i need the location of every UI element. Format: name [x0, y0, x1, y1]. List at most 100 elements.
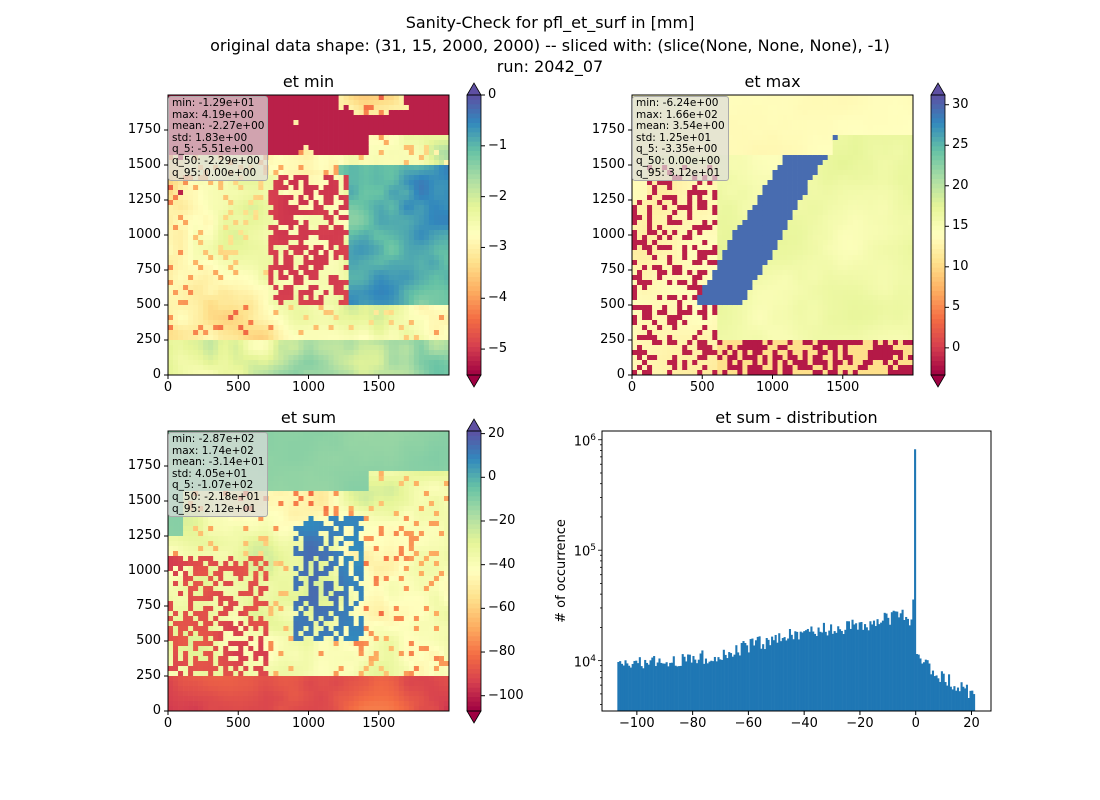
heatmap-cell	[288, 345, 294, 351]
heatmap-cell	[438, 175, 445, 181]
heatmap-cell	[183, 255, 189, 261]
heatmap-cell	[742, 125, 748, 131]
heatmap-cell	[428, 160, 435, 166]
heatmap-cell	[672, 330, 678, 336]
heatmap-cell	[672, 195, 678, 201]
heatmap-cell	[253, 190, 259, 196]
heatmap-cell	[293, 275, 299, 281]
heatmap-cell	[268, 345, 274, 351]
heatmap-cell	[353, 295, 360, 301]
heatmap-cell	[747, 230, 753, 236]
heatmap-cell	[268, 280, 274, 286]
heatmap-cell	[313, 320, 319, 326]
heatmap-cell	[682, 270, 688, 276]
heatmap-cell	[188, 285, 194, 291]
heatmap-cell	[278, 170, 284, 176]
heatmap-cell	[363, 295, 370, 301]
heatmap-cell	[752, 115, 758, 121]
heatmap-cell	[353, 345, 360, 351]
heatmap-cell	[787, 140, 793, 146]
heatmap-cell	[253, 250, 259, 256]
heatmap-cell	[418, 105, 425, 111]
heatmap-cell	[308, 345, 314, 351]
heatmap-cell	[363, 220, 370, 226]
heatmap-cell	[343, 160, 349, 166]
heatmap-cell	[433, 155, 440, 161]
heatmap-cell	[433, 315, 440, 321]
heatmap-cell	[288, 335, 294, 341]
heatmap-cell	[288, 340, 294, 346]
heatmap-cell	[393, 240, 400, 246]
heatmap-cell	[777, 170, 783, 176]
heatmap-cell	[772, 280, 778, 286]
heatmap-cell	[208, 240, 214, 246]
heatmap-cell	[178, 270, 184, 276]
heatmap-cell	[318, 260, 324, 266]
heatmap-cell	[343, 355, 349, 361]
heatmap-cell	[667, 325, 673, 331]
heatmap-cell	[298, 95, 304, 101]
heatmap-cell	[248, 295, 254, 301]
heatmap-cell	[687, 250, 693, 256]
heatmap-cell	[373, 100, 380, 106]
heatmap-cell	[348, 195, 355, 201]
heatmap-cell	[757, 180, 763, 186]
heatmap-cell	[218, 235, 224, 241]
heatmap-cell	[318, 105, 324, 111]
heatmap-cell	[637, 270, 643, 276]
heatmap-cell	[383, 110, 390, 116]
heatmap-cell	[358, 160, 365, 166]
heatmap-cell	[647, 255, 653, 261]
heatmap-cell	[378, 180, 385, 186]
heatmap-cell	[383, 330, 390, 336]
heatmap-cell	[423, 365, 430, 371]
heatmap-cell	[408, 335, 415, 341]
heatmap-cell	[443, 150, 450, 156]
heatmap-cell	[682, 290, 688, 296]
heatmap-cell	[767, 250, 773, 256]
heatmap-cell	[203, 260, 209, 266]
heatmap-cell	[233, 345, 239, 351]
heatmap-cell	[278, 355, 284, 361]
heatmap-cell	[732, 255, 738, 261]
heatmap-cell	[293, 185, 299, 191]
heatmap-cell	[727, 145, 733, 151]
heatmap-cell	[238, 370, 244, 376]
heatmap-cell	[313, 260, 319, 266]
heatmap-cell	[383, 230, 390, 236]
heatmap-cell	[672, 245, 678, 251]
heatmap-cell	[777, 155, 783, 161]
heatmap-cell	[637, 190, 643, 196]
heatmap-cell	[273, 165, 279, 171]
heatmap-cell	[298, 165, 304, 171]
heatmap-cell	[408, 150, 415, 156]
heatmap-cell	[777, 275, 783, 281]
heatmap-cell	[752, 245, 758, 251]
colorbar-segment	[467, 323, 481, 329]
heatmap-cell	[263, 260, 269, 266]
heatmap-cell	[288, 155, 294, 161]
heatmap-cell	[413, 360, 420, 366]
heatmap-cell	[308, 105, 314, 111]
heatmap-cell	[393, 225, 400, 231]
heatmap-cell	[433, 300, 440, 306]
heatmap-cell	[208, 305, 214, 311]
heatmap-cell	[727, 370, 733, 376]
heatmap-cell	[383, 235, 390, 241]
heatmap-cell	[193, 305, 199, 311]
heatmap-cell	[662, 345, 668, 351]
heatmap-cell	[398, 155, 405, 161]
heatmap-cell	[722, 185, 728, 191]
heatmap-cell	[348, 210, 355, 216]
heatmap-cell	[722, 265, 728, 271]
heatmap-cell	[388, 205, 395, 211]
heatmap-cell	[772, 105, 778, 111]
heatmap-cell	[672, 290, 678, 296]
heatmap-cell	[238, 185, 244, 191]
heatmap-cell	[228, 210, 234, 216]
heatmap-cell	[373, 255, 380, 261]
heatmap-cell	[732, 145, 738, 151]
heatmap-cell	[682, 305, 688, 311]
heatmap-cell	[757, 105, 763, 111]
heatmap-cell	[308, 270, 314, 276]
